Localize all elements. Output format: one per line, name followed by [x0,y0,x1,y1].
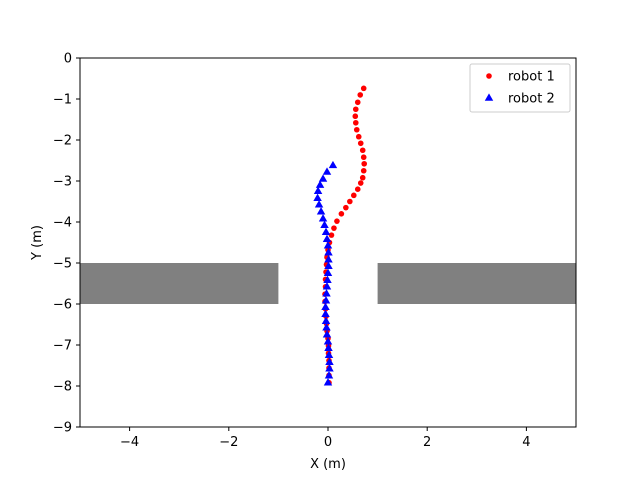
data-point [324,371,334,379]
data-point [321,302,330,311]
y-tick-label: −1 [53,93,72,108]
legend-marker [484,93,494,101]
data-point [315,180,325,188]
data-point [352,106,359,113]
data-point [353,126,360,133]
data-point [361,160,368,167]
data-point [323,378,333,386]
data-point [334,218,340,224]
x-axis-ticks: −4 −2 0 2 4 [120,427,531,450]
data-point [354,186,361,192]
legend-box [469,63,571,113]
data-point [323,268,333,277]
y-axis-label: Y (m) [30,225,45,261]
data-point [322,330,332,338]
x-tick-label: 4 [522,435,530,450]
data-point [318,174,328,182]
data-point [360,167,367,174]
legend-entry: robot 1 [486,70,555,85]
y-tick-label: −2 [53,134,72,149]
data-point [321,309,330,318]
data-point [314,200,324,208]
data-point [360,85,367,92]
data-point [325,364,334,372]
data-point [357,180,364,186]
y-tick-label: −7 [53,339,72,354]
data-point [324,255,333,263]
data-point [321,316,331,324]
data-point [331,225,337,231]
x-tick-label: 2 [423,435,431,450]
data-point [350,192,357,199]
y-tick-label: −6 [53,298,72,313]
data-point [316,207,326,215]
data-point [322,234,332,242]
data-point [328,232,335,238]
data-point [323,337,333,345]
data-point [322,167,332,175]
legend: robot 1 robot 2 [469,63,571,113]
legend-entry: robot 2 [484,92,555,107]
obstacles [80,263,576,304]
series-layer [313,85,368,386]
data-point [354,99,361,106]
x-tick-label: −2 [219,435,238,450]
data-point [318,214,328,222]
legend-marker [486,73,492,79]
data-point [322,289,331,297]
x-tick-label: −4 [120,435,139,450]
data-point [322,323,331,331]
x-tick-label: 0 [324,435,332,450]
series-robot-2 [313,160,338,386]
data-point [321,296,331,304]
y-tick-label: −9 [53,421,72,436]
data-point [357,140,364,147]
data-point [325,357,334,365]
data-point [323,275,332,283]
data-point [352,113,359,120]
data-point [324,350,334,359]
data-point [352,119,359,126]
y-tick-label: −5 [53,257,72,272]
data-point [360,154,367,161]
data-point [359,174,366,181]
y-tick-label: 0 [64,52,72,67]
data-point [328,160,338,169]
data-point [359,147,366,154]
obstacle-left-wall [80,263,279,304]
data-point [321,227,331,236]
x-axis-label: X (m) [310,457,346,472]
data-point [313,193,322,201]
legend-label: robot 2 [508,92,555,107]
data-point [313,186,323,195]
data-point [355,133,362,140]
y-axis-ticks: 0 −1 −2 −3 −4 −5 −6 −7 −8 −9 [53,52,80,436]
legend-label: robot 1 [508,70,555,85]
data-point [324,343,333,352]
data-point [323,241,333,249]
y-tick-label: −4 [53,216,72,231]
y-tick-label: −3 [53,175,72,190]
data-point [343,204,349,211]
data-point [320,220,329,229]
data-point [324,261,333,270]
data-point [324,248,333,256]
data-point [347,198,353,205]
y-tick-label: −8 [53,380,72,395]
data-point [357,92,364,98]
data-point [322,282,332,290]
data-point [338,211,345,217]
obstacle-right-wall [377,263,576,304]
